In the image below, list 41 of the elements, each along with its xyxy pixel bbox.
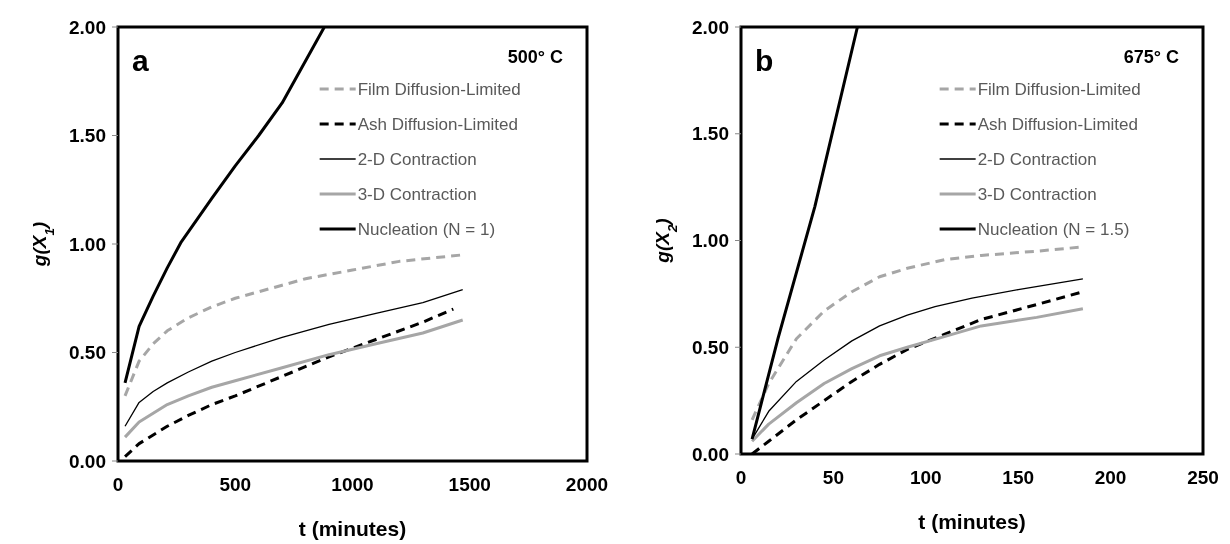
annotation: 500° C	[507, 47, 563, 67]
x-tick-label: 0	[112, 474, 124, 495]
y-tick-label: 0.50	[69, 342, 106, 364]
legend-label: 3-D Contraction	[357, 184, 477, 204]
x-tick-label: 50	[822, 467, 844, 488]
legend-label: Ash Diffusion-Limited	[357, 114, 518, 134]
legend-label: Film Diffusion-Limited	[357, 79, 521, 99]
x-tick-label: 500	[219, 474, 252, 495]
y-tick-label: 2.00	[692, 16, 729, 38]
x-tick-label: 2000	[565, 474, 609, 495]
annotation: 675° C	[1123, 47, 1179, 67]
legend-label: Nucleation (N = 1)	[357, 219, 496, 239]
x-axis-title: t (minutes)	[298, 517, 407, 540]
legend-label: Ash Diffusion-Limited	[977, 114, 1138, 134]
x-tick-label: 1500	[448, 474, 491, 495]
y-tick-label: 0.00	[69, 450, 106, 472]
x-tick-label: 1000	[331, 474, 374, 495]
x-tick-label: 150	[1002, 467, 1035, 488]
legend-label: Film Diffusion-Limited	[977, 79, 1141, 99]
y-tick-label: 1.00	[692, 230, 729, 252]
legend-label: 2-D Contraction	[357, 149, 477, 169]
annotation: b	[755, 44, 774, 77]
legend-label: 2-D Contraction	[977, 149, 1097, 169]
legend-label: Nucleation (N = 1.5)	[977, 219, 1130, 239]
y-tick-label: 1.00	[69, 233, 106, 255]
line-series	[123, 318, 465, 439]
y-tick-label: 0.00	[692, 443, 729, 465]
line-series	[124, 288, 464, 427]
y-tick-label: 0.50	[692, 336, 729, 358]
y-tick-label: 1.50	[69, 125, 106, 147]
y-tick-label: 2.00	[69, 16, 106, 38]
line-series	[750, 307, 1085, 443]
y-tick-label: 1.50	[692, 123, 729, 145]
x-axis-title: t (minutes)	[918, 510, 1026, 533]
x-tick-label: 250	[1187, 467, 1219, 488]
x-tick-label: 200	[1094, 467, 1127, 488]
x-tick-label: 100	[909, 467, 942, 488]
x-tick-label: 0	[735, 467, 747, 488]
line-series	[123, 307, 455, 459]
legend-label: 3-D Contraction	[977, 184, 1097, 204]
annotation: a	[132, 44, 149, 77]
